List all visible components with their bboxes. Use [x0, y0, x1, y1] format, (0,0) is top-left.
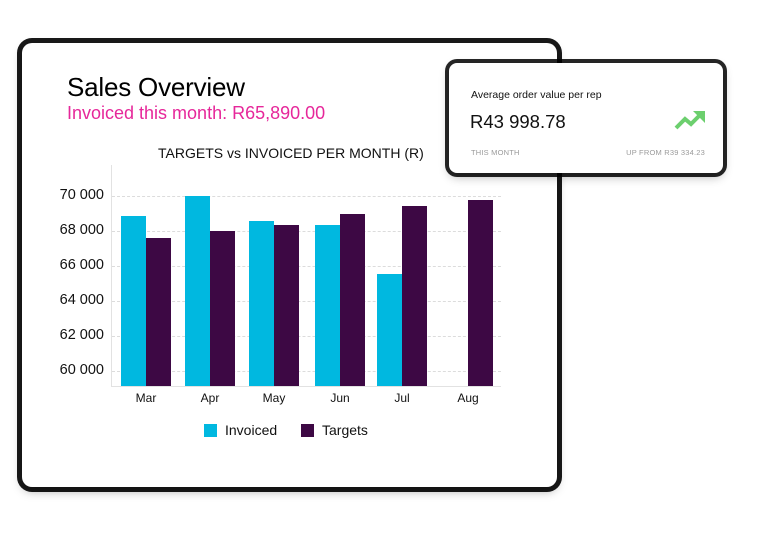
gridline — [112, 196, 501, 197]
x-tick-label: May — [262, 391, 286, 405]
y-tick-label: 66 000 — [59, 257, 104, 273]
kpi-period: THIS MONTH — [471, 148, 520, 157]
gridline — [112, 301, 501, 302]
y-tick-label: 60 000 — [59, 362, 104, 378]
x-axis — [111, 386, 501, 387]
y-axis — [111, 165, 112, 386]
y-tick-label: 68 000 — [59, 222, 104, 238]
invoiced-this-month: Invoiced this month: R65,890.00 — [67, 103, 326, 123]
legend-swatch-targets — [301, 424, 314, 437]
kpi-label: Average order value per rep — [471, 89, 602, 101]
kpi-change: UP FROM R39 334.23 — [626, 148, 705, 157]
bar-invoiced-may[interactable] — [249, 220, 274, 386]
kpi-card — [449, 63, 723, 173]
legend-label-invoiced: Invoiced — [225, 422, 278, 438]
y-tick-label: 64 000 — [59, 292, 104, 308]
kpi-value: R43 998.78 — [470, 111, 566, 132]
gridline — [112, 371, 501, 372]
bar-invoiced-jul[interactable] — [377, 273, 402, 386]
bar-invoiced-apr[interactable] — [185, 196, 210, 386]
legend-label-targets: Targets — [322, 422, 368, 438]
y-tick-label: 70 000 — [59, 187, 104, 203]
legend-swatch-invoiced — [204, 424, 217, 437]
chart-title: TARGETS vs INVOICED PER MONTH (R) — [158, 145, 424, 161]
bar-targets-jun[interactable] — [340, 213, 365, 386]
x-tick-label: Aug — [457, 391, 479, 405]
bar-invoiced-jun[interactable] — [315, 224, 340, 386]
trending-up-icon — [674, 111, 705, 130]
bar-targets-apr[interactable] — [210, 231, 235, 386]
bar-targets-aug[interactable] — [468, 199, 493, 386]
bar-targets-jul[interactable] — [402, 205, 427, 386]
bar-targets-mar[interactable] — [146, 238, 171, 386]
gridline — [112, 231, 501, 232]
gridline — [112, 336, 501, 337]
x-tick-label: Apr — [200, 391, 220, 405]
bar-invoiced-mar[interactable] — [121, 216, 146, 386]
x-tick-label: Jul — [394, 391, 410, 405]
page-title: Sales Overview — [67, 72, 245, 102]
x-tick-label: Mar — [135, 391, 157, 405]
x-tick-label: Jun — [330, 391, 350, 405]
gridline — [112, 266, 501, 267]
bar-targets-may[interactable] — [274, 224, 299, 386]
y-tick-label: 62 000 — [59, 327, 104, 343]
